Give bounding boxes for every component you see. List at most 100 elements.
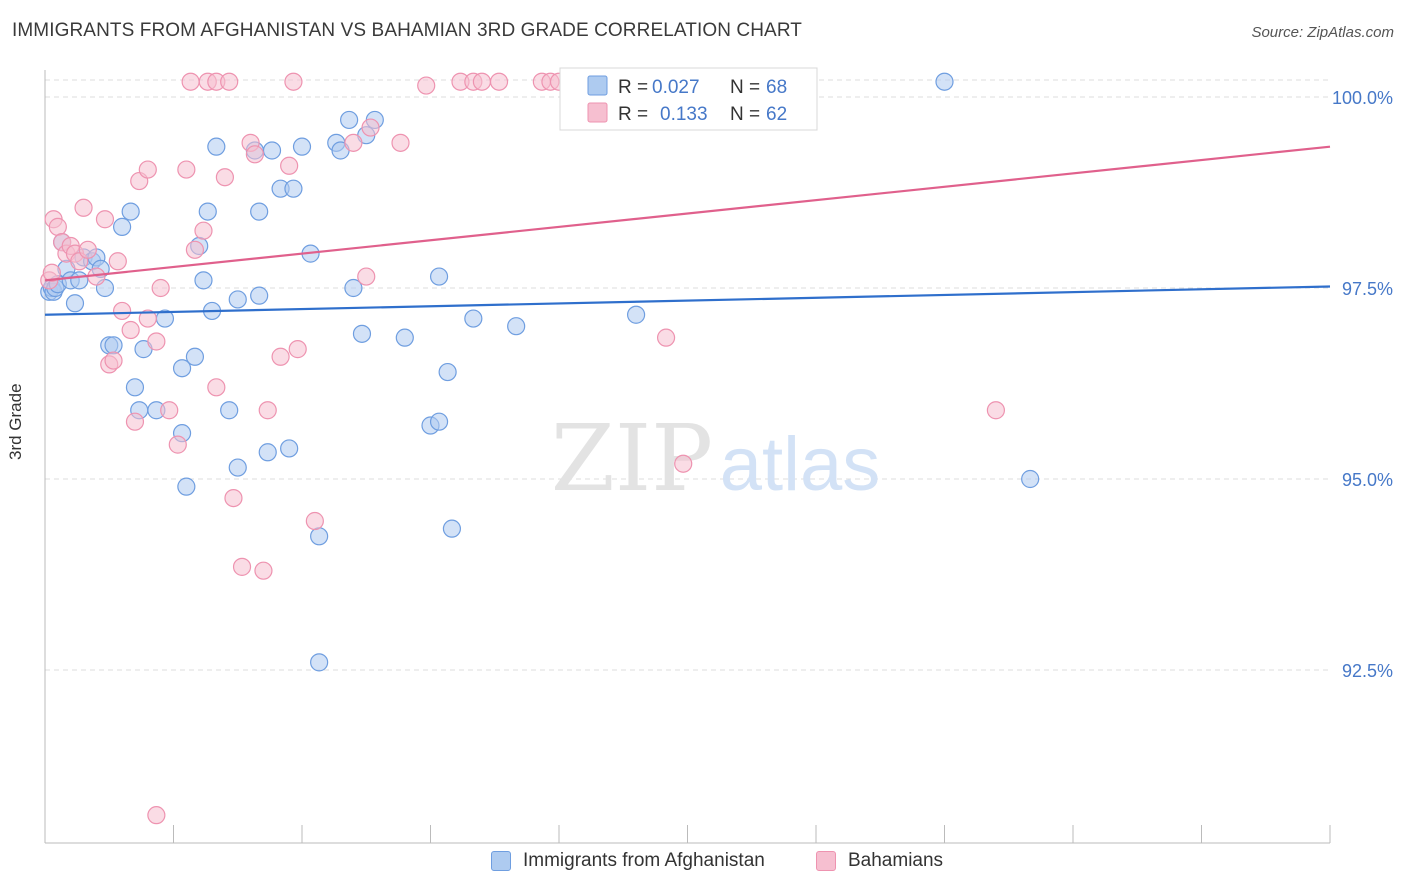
- bahamians-point: [224, 489, 243, 508]
- legend-n-value: 68: [766, 77, 787, 98]
- afghanistan-point: [292, 137, 312, 156]
- y-tick-label: 100.0%: [1332, 88, 1393, 108]
- afghanistan-point: [70, 271, 89, 290]
- bahamians-point: [391, 133, 410, 152]
- bahamians-point: [112, 301, 132, 321]
- legend-r-label: R =: [618, 77, 648, 98]
- afghanistan-point: [340, 110, 359, 130]
- bahamians-point: [74, 198, 93, 217]
- bahamians-point: [194, 221, 213, 240]
- bahamians-point: [181, 72, 200, 91]
- afghanistan-point: [172, 359, 192, 378]
- bahamians-point: [147, 332, 166, 351]
- afghanistan-trend-line: [44, 285, 1331, 316]
- afghanistan-point: [507, 317, 526, 336]
- bahamians-point: [472, 72, 491, 91]
- bahamians-point: [357, 267, 376, 286]
- bahamians-point: [185, 240, 205, 259]
- bahamians-point: [147, 806, 166, 825]
- afghanistan-point: [125, 378, 145, 397]
- bahamians-point: [361, 118, 380, 137]
- afghanistan-point: [284, 179, 303, 198]
- legend-n-label: N =: [730, 77, 760, 98]
- bahamians-point: [177, 160, 196, 179]
- afghanistan-point: [198, 202, 217, 221]
- afghanistan-point: [104, 336, 123, 355]
- bahamians-trend-line: [44, 145, 1331, 282]
- bahamians-point: [104, 351, 123, 370]
- afghanistan-point: [112, 217, 132, 236]
- bahamians-point: [344, 133, 363, 152]
- bahamians-point: [48, 217, 67, 236]
- scatter-chart: ZIP atlas 92.5%95.0%97.5%100.0%0.0%15.0%…: [40, 67, 1393, 844]
- afghanistan-point: [250, 202, 269, 221]
- afghanistan-point: [65, 294, 85, 313]
- afghanistan-point: [464, 309, 483, 328]
- axes: [44, 70, 1331, 844]
- bahamians-point: [280, 156, 299, 175]
- series-bahamians-points: [40, 72, 1006, 825]
- afghanistan-point: [344, 278, 363, 298]
- afghanistan-point: [258, 443, 277, 462]
- bahamians-point: [245, 145, 264, 164]
- afghanistan-point: [121, 202, 140, 221]
- afghanistan-point: [194, 271, 213, 290]
- legend-r-value: 0.133: [660, 104, 708, 125]
- legend-swatch-bahamians: [587, 102, 608, 123]
- legend-item-bahamians: Bahamians: [816, 850, 943, 872]
- y-tick-label: 92.5%: [1342, 661, 1393, 681]
- tick-labels: 92.5%95.0%97.5%100.0%0.0%15.0%: [1332, 88, 1393, 681]
- bahamians-point: [417, 76, 436, 95]
- bahamians-point: [125, 412, 145, 431]
- bahamians-point: [489, 72, 509, 91]
- bahamians-point: [232, 557, 252, 576]
- bahamians-point: [78, 240, 97, 259]
- bahamians-point: [254, 561, 273, 580]
- afghanistan-point: [1021, 469, 1040, 489]
- bahamians-point: [656, 328, 676, 347]
- trend-lines: [44, 145, 1331, 316]
- bahamians-point: [95, 210, 115, 229]
- bahamians-point: [288, 340, 307, 359]
- bahamians-point: [138, 160, 157, 179]
- bahamians-point: [215, 168, 234, 187]
- afghanistan-point: [352, 324, 372, 343]
- afghanistan-point: [262, 141, 282, 160]
- y-tick-label: 95.0%: [1342, 470, 1393, 490]
- y-tick-label: 97.5%: [1342, 279, 1393, 299]
- bottom-legend: Immigrants from Afghanistan Bahamians: [0, 850, 1406, 880]
- legend-label-afghanistan: Immigrants from Afghanistan: [523, 850, 765, 871]
- bahamians-point: [138, 309, 157, 328]
- legend-r-value: 0.027: [652, 77, 700, 98]
- legend-n-label: N =: [730, 104, 760, 125]
- legend-n-value: 62: [766, 104, 787, 125]
- afghanistan-point: [310, 527, 329, 546]
- afghanistan-point: [442, 519, 462, 538]
- legend-r-label: R =: [618, 104, 648, 125]
- legend-swatch-afghanistan: [587, 75, 608, 96]
- afghanistan-point: [438, 362, 457, 382]
- afghanistan-point: [310, 653, 329, 672]
- bahamians-point: [168, 435, 187, 454]
- source-label: Source: ZipAtlas.com: [1251, 24, 1394, 41]
- afghanistan-point: [280, 439, 299, 458]
- bahamians-point: [284, 72, 303, 91]
- afghanistan-point: [207, 137, 226, 156]
- bahamians-point: [674, 454, 693, 473]
- legend-item-afghanistan: Immigrants from Afghanistan: [491, 850, 765, 872]
- bahamians-point: [151, 278, 170, 298]
- afghanistan-point: [228, 458, 247, 477]
- legend-label-bahamians: Bahamians: [848, 850, 944, 871]
- bahamians-point: [207, 378, 226, 397]
- afghanistan-point: [935, 72, 954, 91]
- bahamians-point: [220, 72, 239, 91]
- bahamians-point: [258, 401, 277, 420]
- legend-swatch-afghanistan: [491, 851, 511, 871]
- afghanistan-point: [220, 401, 239, 420]
- bahamians-point: [305, 511, 324, 531]
- afghanistan-point: [185, 347, 205, 366]
- afghanistan-point: [429, 412, 449, 431]
- grid-lines: [45, 79, 1330, 671]
- afghanistan-point: [395, 328, 414, 347]
- afghanistan-point: [177, 477, 196, 496]
